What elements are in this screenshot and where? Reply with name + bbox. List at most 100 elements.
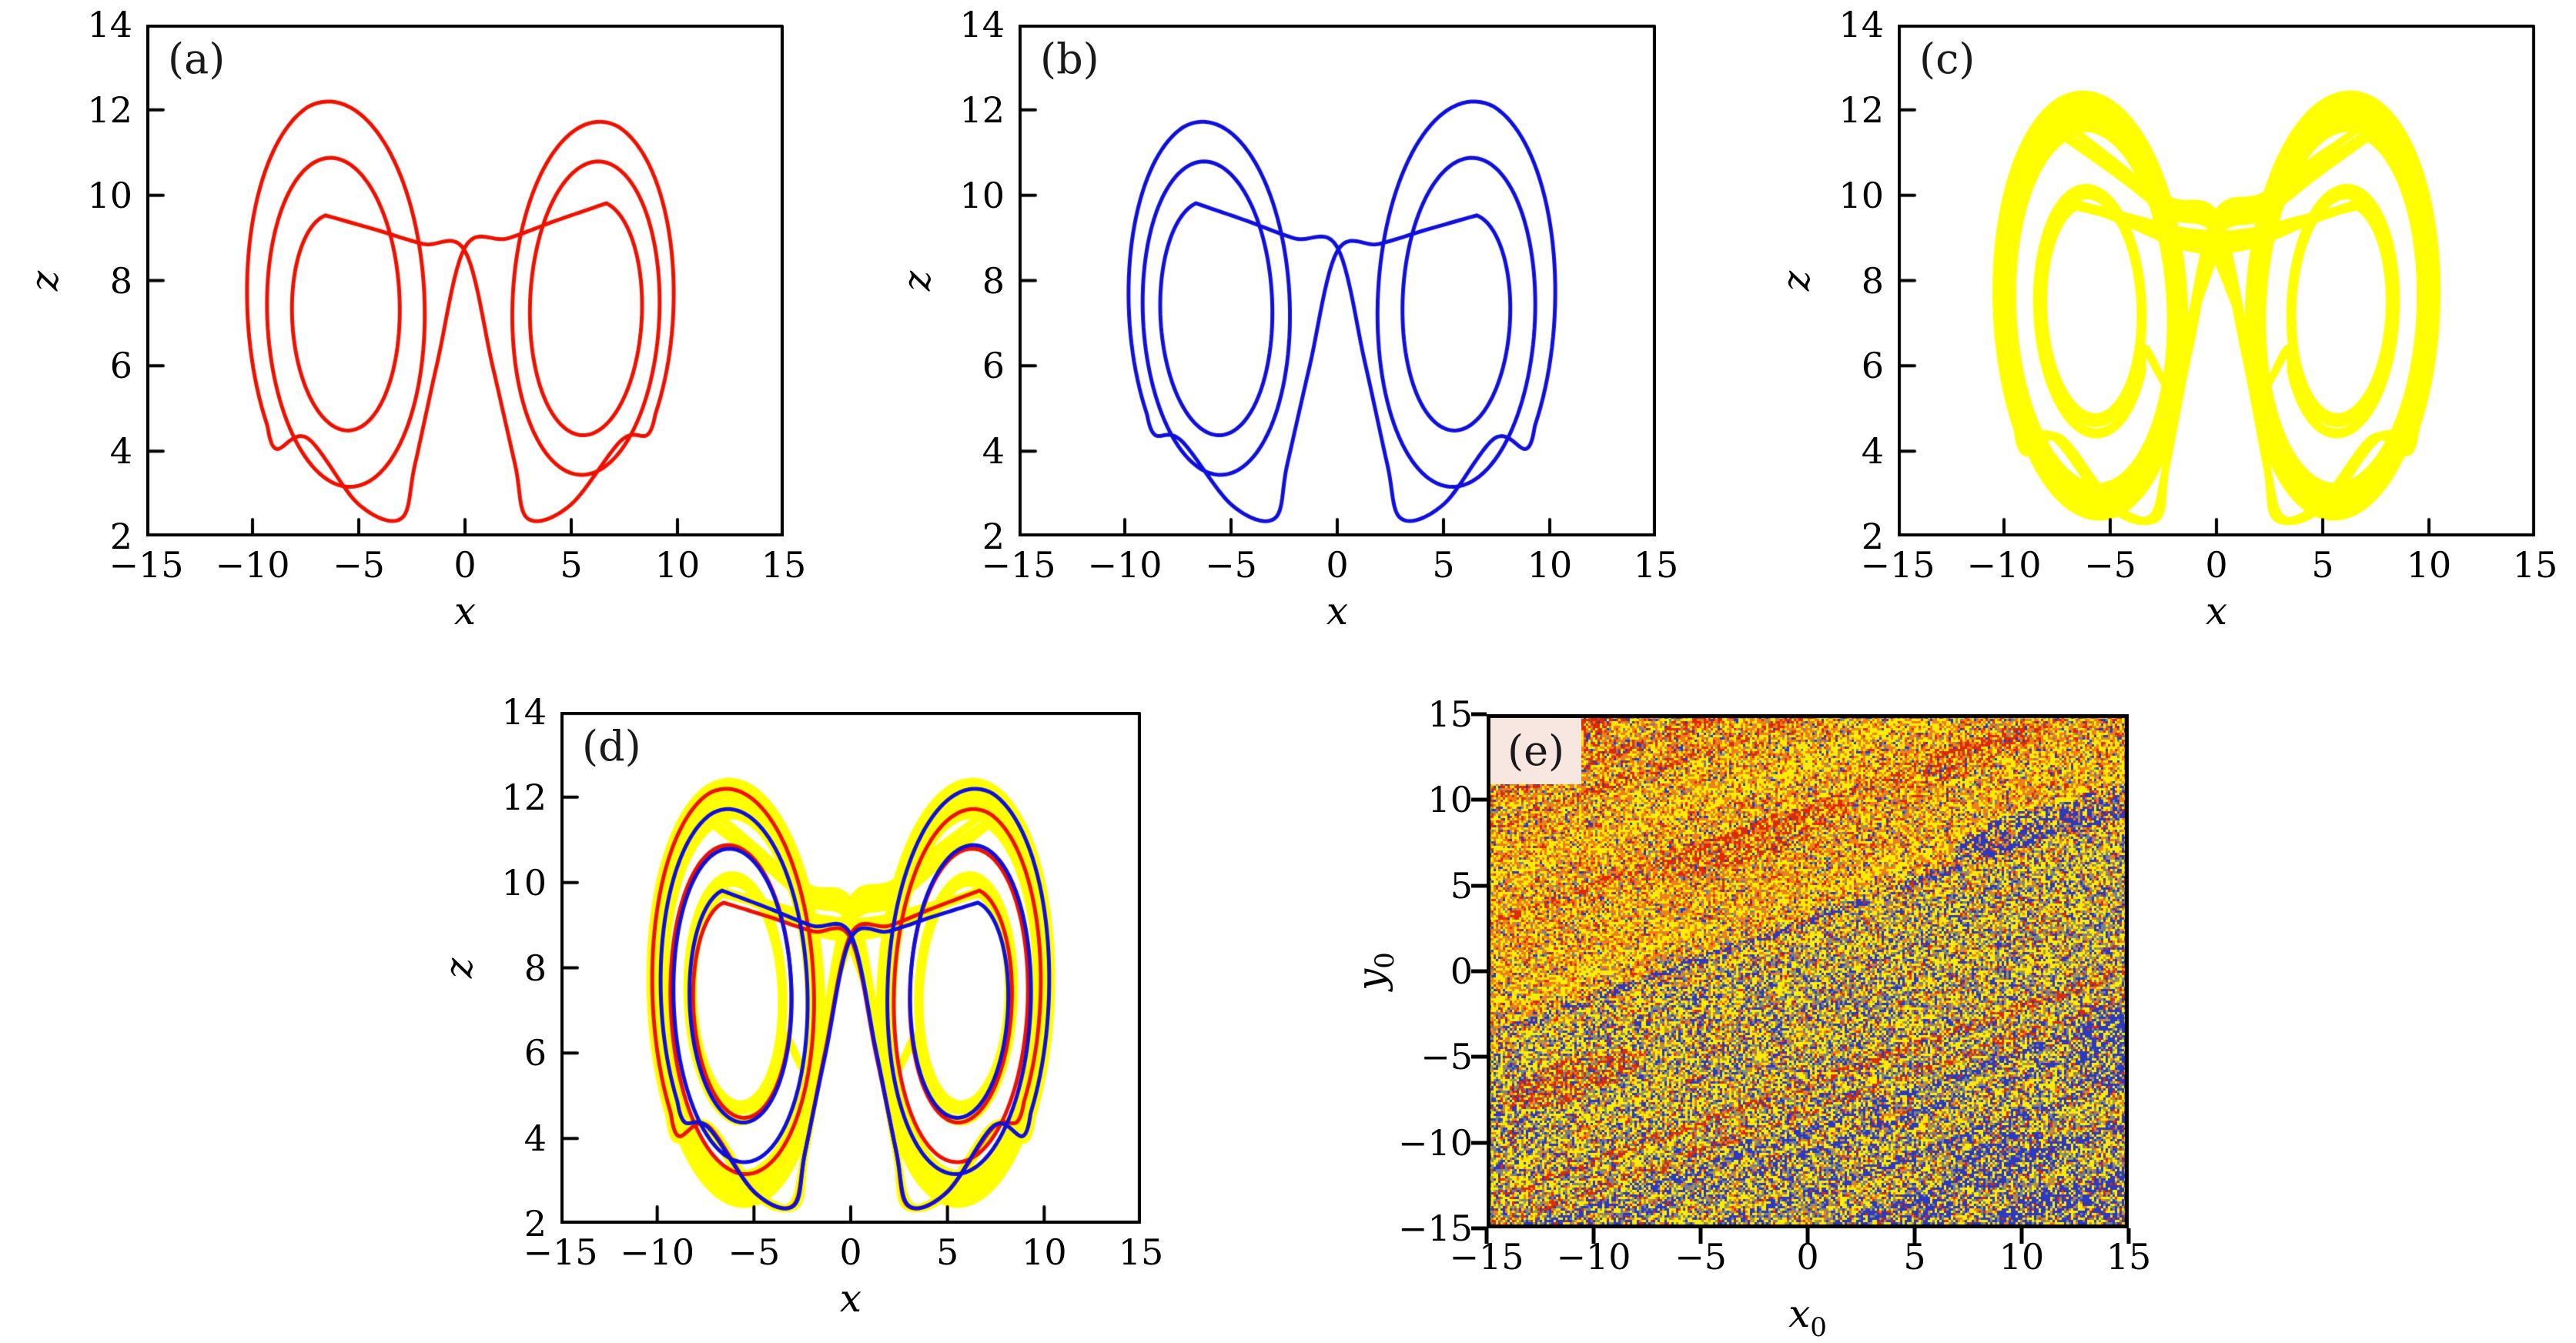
x-tick-label: 15 (2512, 544, 2558, 586)
y-tick-label: 6 (109, 345, 132, 387)
x-tick-label: −5 (1674, 1236, 1727, 1278)
x-tick-label: −15 (523, 1231, 598, 1273)
y-tick-label: 2 (1861, 516, 1884, 557)
y-tick-label: 10 (1838, 174, 1884, 216)
x-tick-mark (1912, 1228, 1917, 1244)
y-tick-label: 14 (501, 691, 547, 733)
y-axis-label-b: z (895, 270, 939, 291)
x-tick-label: −5 (2084, 544, 2136, 586)
y-tick-mark (1471, 1054, 1487, 1059)
y-tick-label: 10 (959, 174, 1005, 216)
y-tick-label: 4 (982, 430, 1005, 473)
plot-canvas-e (1487, 714, 2129, 1228)
plot-canvas-a (146, 25, 784, 536)
y-tick-label: 6 (982, 345, 1005, 387)
x-tick-label: 15 (1118, 1231, 1164, 1273)
y-tick-mark (1471, 712, 1487, 717)
y-tick-label: 6 (1861, 345, 1884, 387)
y-tick-label: 8 (982, 259, 1005, 302)
x-tick-label: 0 (1796, 1236, 1819, 1278)
x-axis-label-e: x0 (1788, 1291, 1827, 1343)
x-tick-mark (1698, 1228, 1703, 1244)
y-tick-label: 14 (959, 4, 1005, 45)
y-tick-label: 12 (1838, 89, 1884, 131)
panel-c: (c) x z −15 −10 −5 0 5 10 15 2 4 6 8 10 12 14 (1774, 7, 2558, 630)
y-tick-label: 2 (109, 516, 132, 557)
plot-canvas-d (560, 712, 1141, 1224)
panel-tag-a: (a) (168, 35, 226, 83)
x-tick-label: −5 (728, 1231, 781, 1273)
panel-tag-e: (e) (1490, 718, 1582, 784)
x-tick-label: −15 (109, 544, 184, 586)
y-tick-label: 4 (524, 1117, 547, 1160)
x-tick-mark (2126, 1228, 2131, 1244)
x-tick-label: 10 (1527, 544, 1573, 586)
x-tick-label: 10 (1999, 1236, 2045, 1278)
panel-b: (b) x z −15 −10 −5 0 5 10 15 2 4 6 8 10 12 14 (895, 7, 1678, 630)
x-tick-label: 5 (560, 544, 583, 586)
y-axis-label-e: y0 (1348, 952, 1400, 991)
x-tick-label: 10 (1022, 1231, 1067, 1273)
y-tick-label: 12 (501, 776, 547, 818)
panel-d: (d) x z −15 −10 −5 0 5 10 15 2 4 6 8 10 12 14 (437, 694, 1163, 1318)
y-tick-label: 12 (87, 89, 132, 131)
y-tick-label: −15 (1397, 1208, 1473, 1249)
x-tick-label: 5 (936, 1231, 959, 1273)
x-tick-label: 15 (2106, 1236, 2152, 1278)
y-tick-label: 8 (109, 259, 132, 302)
panel-tag-c: (c) (1919, 35, 1975, 83)
y-axis-label-a: z (22, 270, 67, 291)
x-tick-label: −10 (215, 544, 290, 586)
x-tick-label: −15 (981, 544, 1056, 586)
y-tick-label: 4 (1861, 430, 1884, 473)
panel-e: (e) x0 y0 −15 −10 −5 0 5 10 15 −15 −10 −5 0 5 10 15 (1349, 697, 2151, 1341)
y-tick-label: 15 (1427, 693, 1473, 735)
y-tick-label: 10 (87, 174, 132, 216)
y-tick-label: 10 (501, 861, 547, 904)
x-tick-label: −10 (1087, 544, 1163, 586)
plot-canvas-b (1019, 25, 1656, 536)
x-tick-label: −15 (1449, 1236, 1524, 1278)
x-tick-label: 0 (839, 1231, 862, 1273)
y-tick-label: 6 (524, 1032, 547, 1074)
y-tick-label: 8 (1861, 259, 1884, 302)
y-tick-mark (1471, 884, 1487, 888)
y-tick-label: 14 (1838, 4, 1884, 45)
y-tick-mark (1471, 797, 1487, 802)
x-tick-label: −10 (1966, 544, 2042, 586)
y-tick-mark (1471, 969, 1487, 974)
x-tick-label: −10 (1556, 1236, 1631, 1278)
panel-tag-b: (b) (1040, 35, 1099, 83)
x-axis-label-d: x (839, 1276, 862, 1321)
x-tick-label: 10 (654, 544, 701, 586)
x-axis-label-c: x (2205, 589, 2228, 633)
x-tick-label: 15 (761, 544, 807, 586)
y-tick-label: 8 (524, 947, 547, 989)
y-tick-label: 12 (959, 89, 1005, 131)
x-tick-mark (1591, 1228, 1596, 1244)
y-axis-label-c: z (1774, 270, 1818, 291)
x-tick-label: −5 (333, 544, 385, 586)
x-tick-label: −5 (1205, 544, 1257, 586)
x-tick-label: 5 (1432, 544, 1455, 586)
y-tick-label: 2 (524, 1203, 547, 1244)
x-tick-label: −15 (1860, 544, 1935, 586)
x-axis-label-b: x (1326, 589, 1349, 633)
x-tick-label: 0 (1326, 544, 1349, 586)
y-tick-label: 0 (1450, 950, 1473, 992)
y-tick-label: 14 (87, 4, 132, 45)
x-tick-label: 0 (453, 544, 477, 586)
x-tick-label: 15 (1633, 544, 1679, 586)
y-tick-label: 2 (982, 516, 1005, 557)
x-tick-label: 0 (2205, 544, 2228, 586)
x-tick-mark (1484, 1228, 1489, 1244)
x-tick-label: 5 (2311, 544, 2334, 586)
y-tick-label: 5 (1450, 864, 1473, 907)
panel-tag-d: (d) (582, 722, 641, 770)
y-tick-mark (1471, 1226, 1487, 1231)
y-tick-mark (1471, 1141, 1487, 1145)
x-tick-label: −10 (620, 1231, 695, 1273)
x-tick-mark (2019, 1228, 2024, 1244)
x-tick-label: 10 (2406, 544, 2452, 586)
